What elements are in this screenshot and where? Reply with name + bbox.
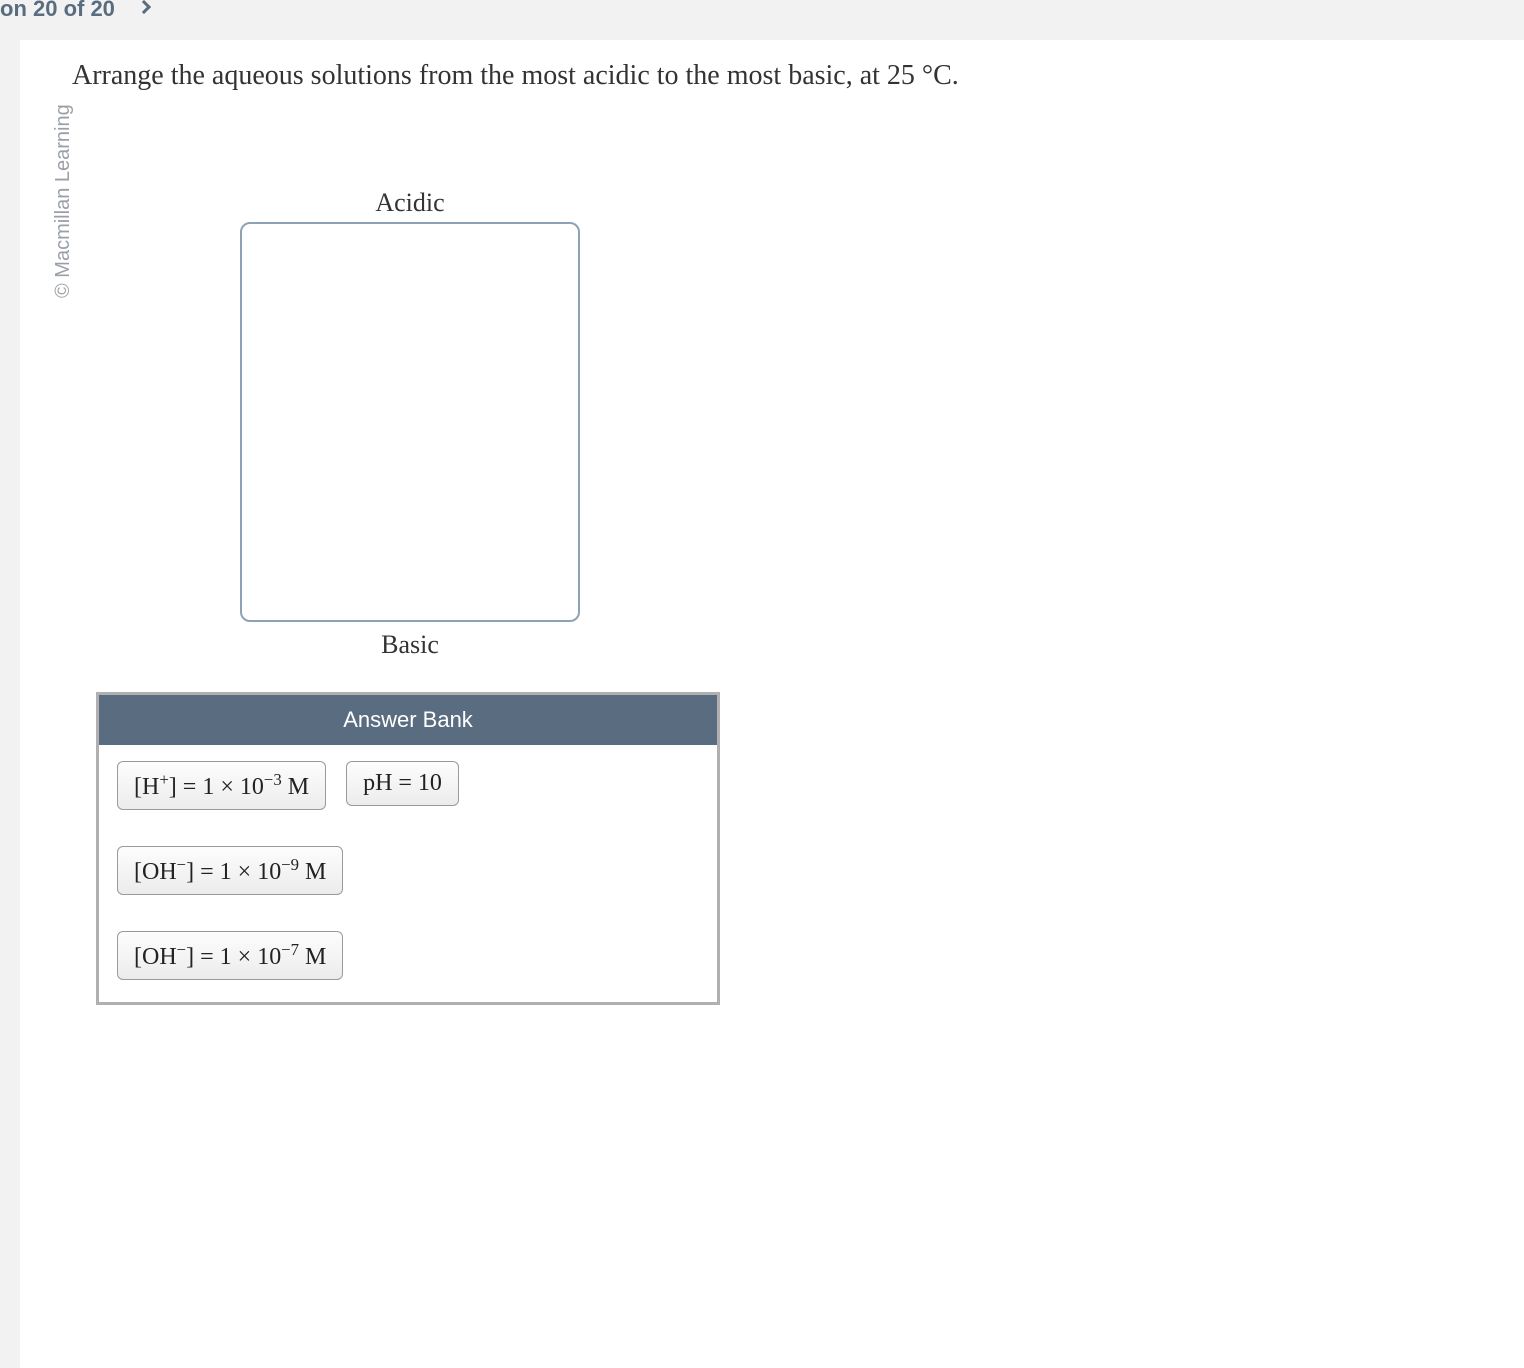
ranking-drop-zone[interactable] — [240, 222, 580, 622]
answer-chip-oh-9[interactable]: [OH−] = 1 × 10−9 M — [117, 846, 343, 895]
answer-chip-h-plus[interactable]: [H+] = 1 × 10−3 M — [117, 761, 326, 810]
answer-bank: Answer Bank [H+] = 1 × 10−3 MpH = 10[OH−… — [96, 692, 720, 1005]
copyright-watermark: © Macmillan Learning — [52, 104, 75, 298]
question-card: © Macmillan Learning Arrange the aqueous… — [20, 40, 1524, 1368]
zone-label-acidic: Acidic — [240, 188, 580, 218]
answer-chip-oh-7[interactable]: [OH−] = 1 × 10−7 M — [117, 931, 343, 980]
answer-chip-ph-10[interactable]: pH = 10 — [346, 761, 459, 806]
answer-bank-header: Answer Bank — [99, 695, 717, 745]
answer-bank-body: [H+] = 1 × 10−3 M pH = 10[OH−] = 1 × 10−9… — [99, 745, 717, 1002]
chevron-right-icon[interactable] — [137, 0, 151, 14]
breadcrumb: on 20 of 20 — [0, 0, 149, 22]
question-prompt: Arrange the aqueous solutions from the m… — [72, 60, 959, 92]
progress-text: on 20 of 20 — [0, 0, 115, 22]
zone-label-basic: Basic — [240, 630, 580, 660]
